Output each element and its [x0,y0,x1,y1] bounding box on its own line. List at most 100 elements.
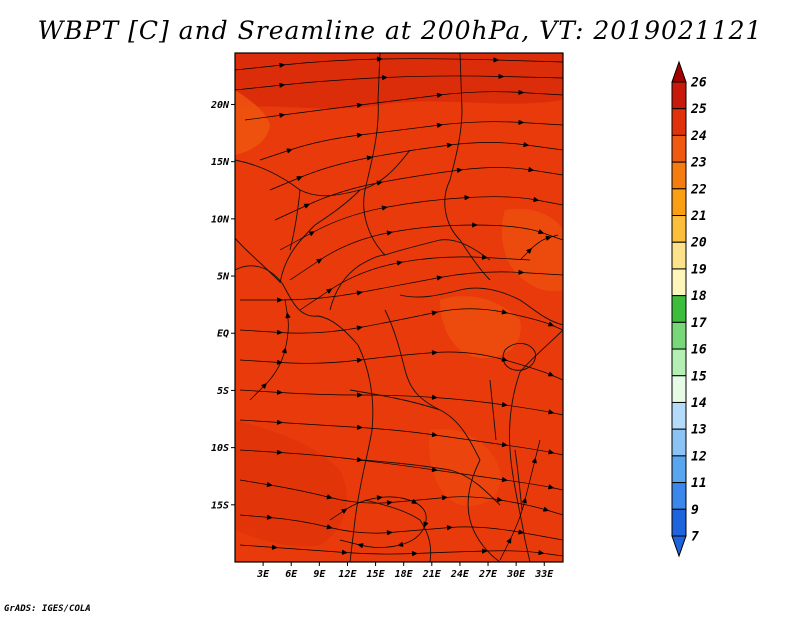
streamline-arrow [411,551,418,557]
streamline-arrow [356,132,363,138]
streamline-arrow [431,350,438,356]
streamline-arrow [277,297,283,303]
streamline-arrow [548,484,555,490]
streamline-arrow [446,142,453,148]
streamline-2 [244,89,563,121]
lon-tick-label: 30E [506,569,526,580]
streamline-arrow [381,205,388,211]
colorbar-label: 17 [691,316,707,331]
streamline-arrow [472,222,478,228]
lon-tick-label: 12E [338,569,357,580]
streamline-1 [235,73,563,91]
colorbar-bottom-arrow [671,535,687,558]
streamline-arrow [376,56,383,62]
colorbar-segment [671,108,687,136]
streamline-arrow [266,482,273,487]
streamline-arrow [547,371,555,377]
streamline-arrow [341,549,348,555]
colorbar-segment [671,268,687,297]
streamline-arrow [396,260,403,266]
lat-tick-label: 5S [217,386,229,397]
lat-tick-label: 10N [211,214,230,225]
streamline-arrow [286,148,293,154]
colorbar-segment [671,215,687,243]
streamline-arrow [523,142,530,148]
streamline-arrow [397,541,404,547]
streamline-arrow [261,382,268,389]
streamline-arrow [501,442,508,448]
lon-tick-label: 3E [256,569,270,580]
colorbar-segment [671,161,687,190]
colorbar-label: 7 [691,530,699,545]
streamline-arrow [356,325,363,331]
latitude-axis: 20N 15N 10N 5N EQ 5S 10S 15S [210,100,235,511]
lon-tick-label: 18E [395,569,414,580]
coastline-gulf [235,237,281,283]
streamline-arrow [376,180,383,186]
streamline-arrow [431,394,438,400]
streamline-arrow [356,357,363,363]
lat-tick-label: 15S [211,500,229,511]
streamline-arrow [366,155,373,161]
colorbar-label: 22 [690,182,707,197]
streamline-arrow [357,543,364,549]
streamline-arrow [431,432,438,438]
streamline-arrow [501,402,508,408]
streamline-arrow [538,550,545,556]
streamline-arrow [423,521,429,528]
colorbar: 26 25 24 23 22 21 20 19 18 17 16 15 14 13 12 11 9 7 [671,60,707,558]
streamline-arrow [266,514,273,520]
streamline-arrow [436,275,443,281]
colorbar-label: 16 [691,343,707,358]
streamline-arrow [356,102,363,108]
streamline-21 [499,439,541,561]
colorbar-label: 26 [690,76,707,91]
streamline-arrow [493,57,500,63]
streamline-arrow [501,356,508,362]
colorbar-label: 23 [690,156,707,171]
streamline-arrow [281,347,287,354]
streamline-arrow [276,419,283,425]
lat-tick-label: 5N [217,272,230,283]
streamline-7 [289,222,563,281]
border-l [289,189,301,251]
lon-tick-label: 21E [422,569,442,580]
streamline-arrow [537,229,545,234]
streamlines [235,56,563,561]
colorbar-label: 15 [691,369,707,384]
streamline-arrow [547,321,555,327]
colorbar-label: 18 [691,289,707,304]
streamline-arrow [376,495,383,501]
streamline-arrow [456,167,463,173]
streamline-arrow [518,269,525,275]
lat-tick-label: 10S [211,443,229,454]
map-area [235,53,563,562]
streamline-arrow [526,247,533,254]
colorbar-segment [671,295,687,323]
streamline-arrow [464,195,471,201]
colorbar-segment [671,241,687,270]
streamline-arrow [326,524,333,530]
colorbar-label: 25 [690,102,707,117]
lon-tick-label: 33E [534,569,554,580]
streamline-0 [235,56,563,71]
streamline-arrow [303,203,311,209]
lat-tick-label: EQ [217,329,229,340]
field-patch-0 [235,53,563,110]
streamline-arrow [276,389,283,395]
colorbar-label: 14 [691,396,707,411]
streamline-arrow [276,449,283,455]
streamline-arrow [533,196,540,202]
streamline-arrow [496,497,503,502]
lon-tick-label: 24E [450,569,470,580]
streamline-8 [299,254,531,311]
streamline-arrow [271,544,278,550]
streamline-arrow [481,254,488,260]
streamline-18 [249,299,291,401]
streamline-arrow [357,392,363,398]
streamline-arrow [446,525,453,531]
colorbar-segment [671,428,687,457]
streamline-arrow [436,92,443,98]
streamline-9 [239,269,563,303]
streamline-arrow [548,409,555,415]
